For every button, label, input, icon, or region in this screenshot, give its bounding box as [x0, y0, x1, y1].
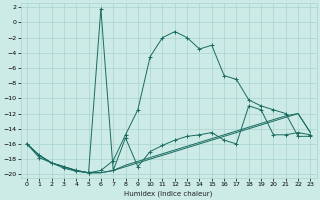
- X-axis label: Humidex (Indice chaleur): Humidex (Indice chaleur): [124, 190, 213, 197]
